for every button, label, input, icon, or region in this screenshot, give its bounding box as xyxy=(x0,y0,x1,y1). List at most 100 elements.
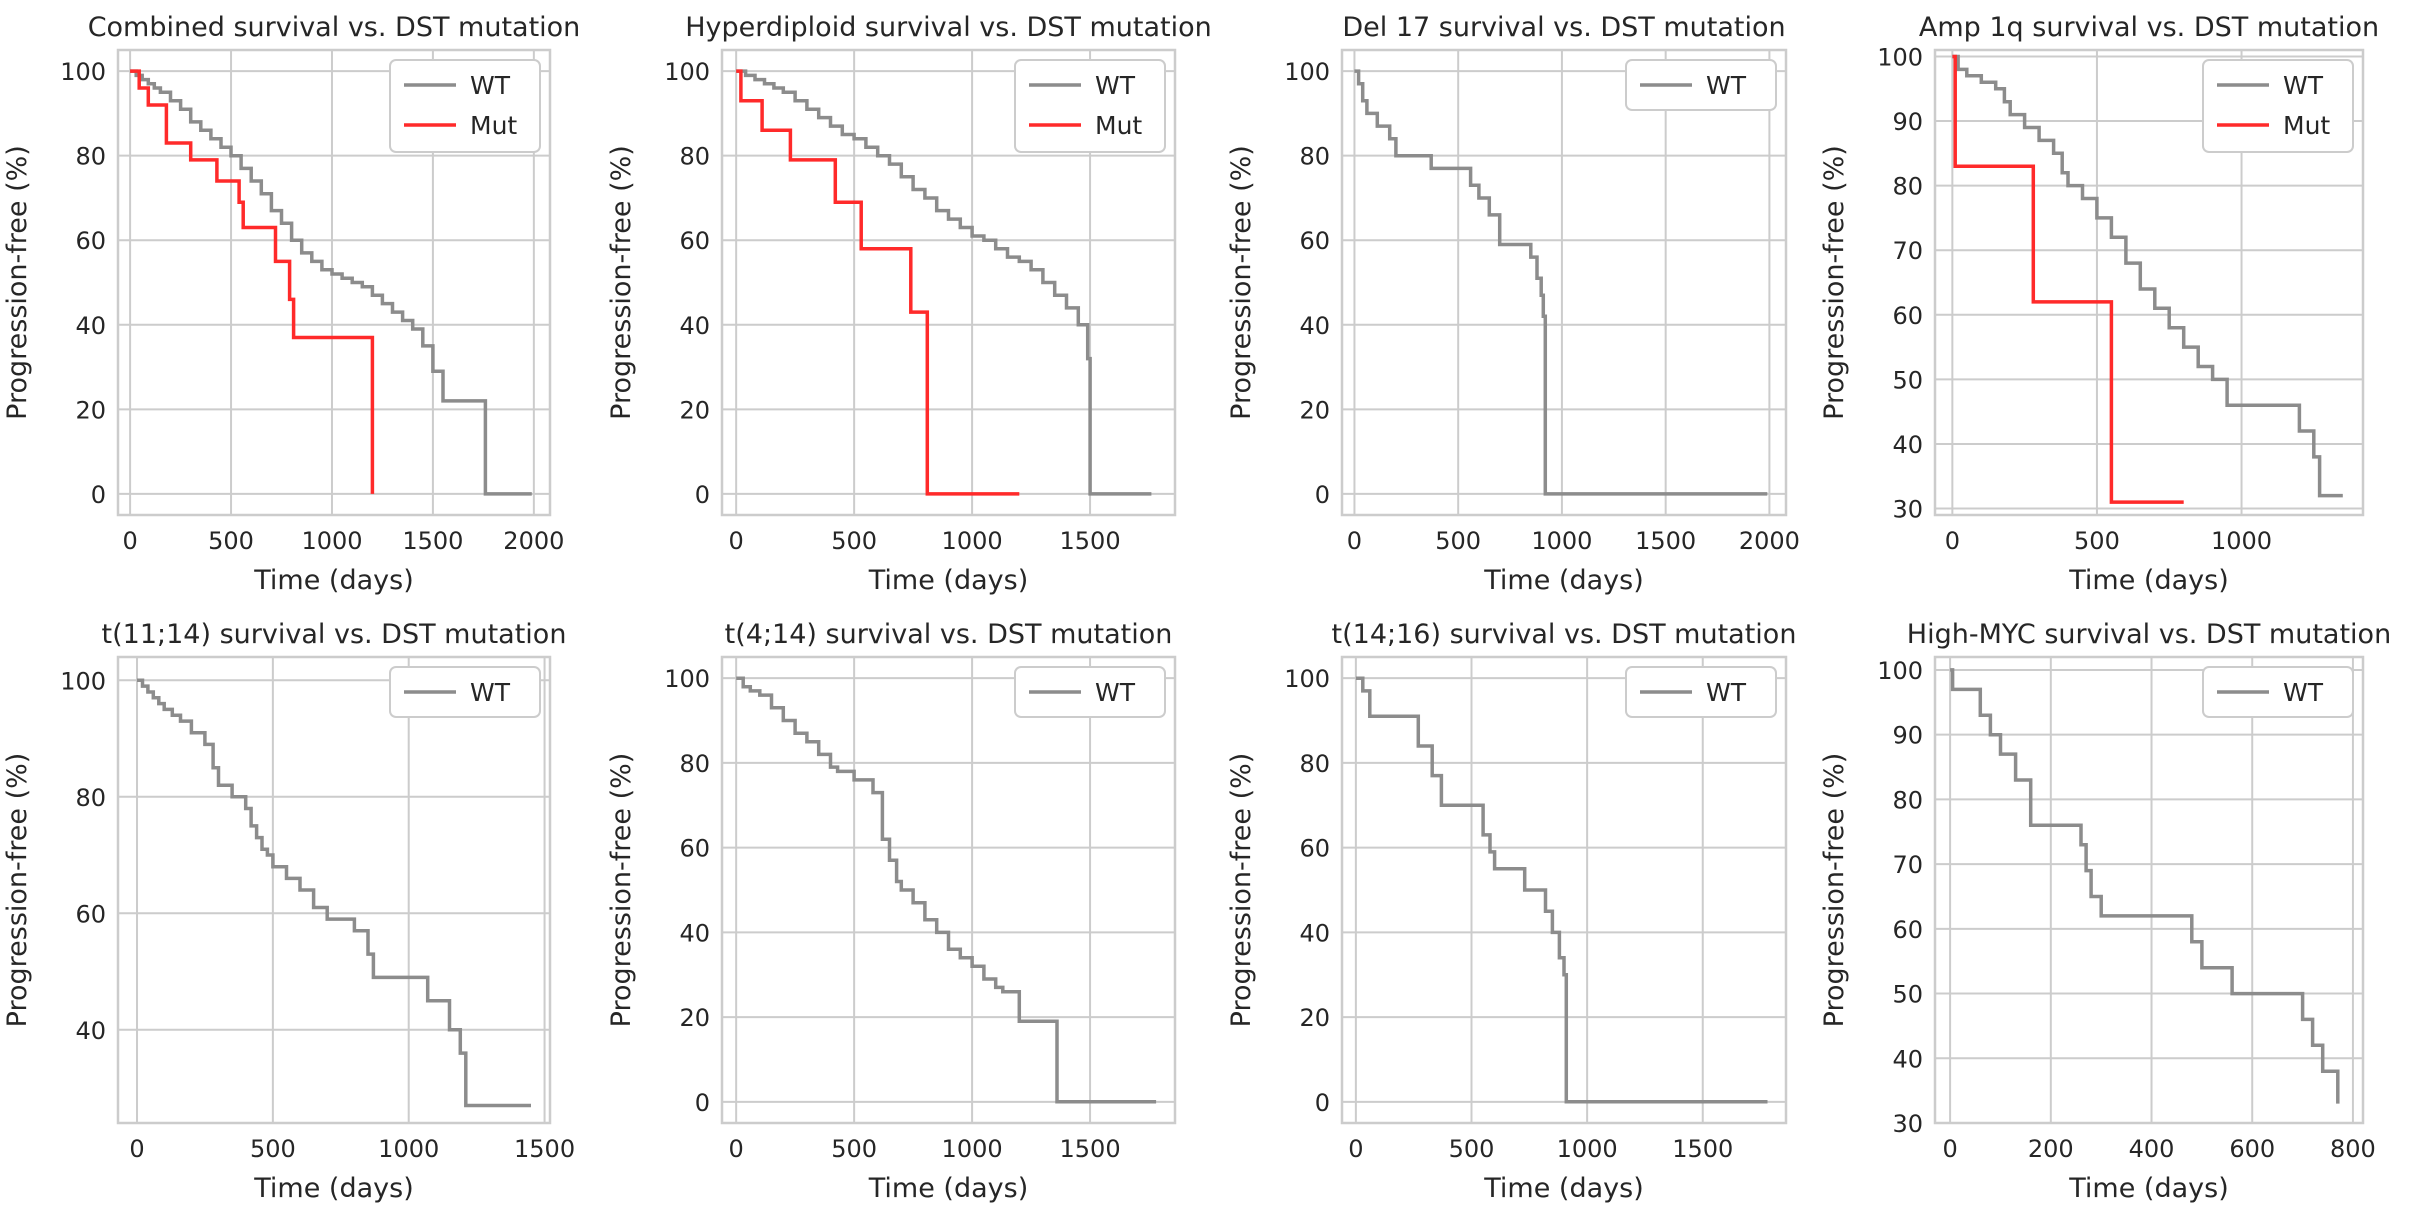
series-line-wt xyxy=(736,676,1157,1104)
plot-area xyxy=(1935,657,2363,1123)
y-tick-label: 60 xyxy=(1299,227,1330,255)
y-tick-label: 80 xyxy=(1299,750,1330,778)
y-tick-label: 0 xyxy=(91,481,106,509)
y-tick-label: 50 xyxy=(1892,366,1923,394)
chart-title: Combined survival vs. DST mutation xyxy=(88,12,581,43)
chart-title: t(11;14) survival vs. DST mutation xyxy=(102,619,567,650)
x-tick-label: 2000 xyxy=(1739,527,1800,555)
y-tick-label: 80 xyxy=(75,143,106,171)
x-tick-label: 500 xyxy=(250,1135,296,1163)
axes-frame xyxy=(116,48,552,517)
x-tick-label: 1000 xyxy=(2211,527,2272,555)
y-axis-label: Progression-free (%) xyxy=(2,145,33,420)
series-line-wt xyxy=(1355,676,1768,1104)
y-tick-label: 80 xyxy=(1892,786,1923,814)
legend: WT xyxy=(2202,666,2354,718)
series-line-wt xyxy=(1950,668,2340,1104)
y-tick-label: 70 xyxy=(1892,237,1923,265)
x-tick-label: 0 xyxy=(129,1135,144,1163)
legend-label-mut: Mut xyxy=(470,111,517,140)
y-tick-label: 0 xyxy=(1315,1089,1330,1117)
axes-frame xyxy=(720,655,1177,1125)
y-tick-label: 60 xyxy=(1892,302,1923,330)
y-tick-label: 100 xyxy=(60,667,106,695)
legend-box xyxy=(2202,666,2354,718)
x-tick-label: 0 xyxy=(1347,527,1362,555)
y-tick-label: 60 xyxy=(1299,835,1330,863)
y-tick-label: 60 xyxy=(75,900,106,928)
x-tick-label: 500 xyxy=(1449,1135,1495,1163)
x-tick-label: 0 xyxy=(1348,1135,1363,1163)
x-tick-label: 1000 xyxy=(1557,1135,1618,1163)
panel-1: 0 500 1000 1500 2000 0 20 40 60 80 100 Combined sur… xyxy=(2,12,580,596)
panel-6: 0 500 1000 1500 0 20 40 60 80 100 t(4;14) survival… xyxy=(606,619,1177,1204)
x-tick-label: 500 xyxy=(208,527,254,555)
y-tick-label: 80 xyxy=(75,784,106,812)
x-tick-label: 600 xyxy=(2229,1135,2275,1163)
legend-label-wt: WT xyxy=(2283,678,2324,707)
y-tick-label: 40 xyxy=(679,312,710,340)
legend-label-wt: WT xyxy=(1706,678,1747,707)
y-tick-label: 100 xyxy=(1877,657,1923,685)
legend-label-wt: WT xyxy=(470,71,511,100)
y-axis-label: Progression-free (%) xyxy=(1226,145,1257,420)
x-tick-label: 1000 xyxy=(942,527,1003,555)
y-tick-label: 80 xyxy=(1299,143,1330,171)
legend-label-wt: WT xyxy=(1095,678,1136,707)
y-tick-label: 20 xyxy=(1299,1004,1330,1032)
plot-area xyxy=(722,657,1175,1123)
chart-title: t(4;14) survival vs. DST mutation xyxy=(725,619,1173,650)
legend-box xyxy=(389,59,541,153)
chart-title: Del 17 survival vs. DST mutation xyxy=(1342,12,1785,43)
legend-box xyxy=(2202,59,2354,153)
series-line-wt xyxy=(1354,69,1768,496)
y-tick-label: 100 xyxy=(664,665,710,693)
axes-frame xyxy=(1933,48,2365,517)
y-axis-label: Progression-free (%) xyxy=(1819,753,1850,1028)
legend-box xyxy=(1014,59,1166,153)
x-tick-label: 0 xyxy=(729,527,744,555)
axes-frame xyxy=(720,48,1177,517)
x-tick-label: 200 xyxy=(2028,1135,2074,1163)
legend-box xyxy=(1625,666,1777,718)
y-tick-label: 40 xyxy=(1299,312,1330,340)
y-tick-label: 100 xyxy=(1284,58,1330,86)
x-tick-label: 500 xyxy=(1435,527,1481,555)
x-tick-label: 0 xyxy=(1945,527,1960,555)
y-tick-label: 90 xyxy=(1892,722,1923,750)
y-tick-label: 0 xyxy=(695,1089,710,1117)
panel-3: 0 500 1000 1500 2000 0 20 40 60 80 100 Del 17 survi… xyxy=(1226,12,1800,596)
x-tick-label: 1500 xyxy=(1060,1135,1121,1163)
axes-frame xyxy=(1933,655,2365,1125)
plot-area xyxy=(1342,657,1786,1123)
legend-label-wt: WT xyxy=(2283,71,2324,100)
y-axis-label: Progression-free (%) xyxy=(1819,145,1850,420)
series-line-wt xyxy=(137,678,531,1108)
x-tick-label: 1500 xyxy=(1635,527,1696,555)
series-line-mut xyxy=(736,69,1020,496)
y-tick-label: 60 xyxy=(1892,916,1923,944)
legend-box xyxy=(389,666,541,718)
legend: WT xyxy=(389,666,541,718)
legend: WT xyxy=(1625,59,1777,111)
legend-label-wt: WT xyxy=(1095,71,1136,100)
legend-box xyxy=(1625,59,1777,111)
chart-title: t(14;16) survival vs. DST mutation xyxy=(1332,619,1797,650)
y-tick-label: 100 xyxy=(1877,43,1923,71)
y-tick-label: 0 xyxy=(1315,481,1330,509)
x-tick-label: 1000 xyxy=(301,527,362,555)
x-tick-label: 400 xyxy=(2129,1135,2175,1163)
x-tick-label: 0 xyxy=(729,1135,744,1163)
x-tick-label: 800 xyxy=(2330,1135,2376,1163)
x-tick-label: 2000 xyxy=(503,527,564,555)
series-line-wt xyxy=(130,69,532,496)
x-axis-label: Time (days) xyxy=(868,1173,1028,1204)
legend: WT xyxy=(1625,666,1777,718)
axes-frame xyxy=(1340,48,1788,517)
legend-label-wt: WT xyxy=(1706,71,1747,100)
x-tick-label: 1000 xyxy=(942,1135,1003,1163)
panel-5: 0 500 1000 1500 40 60 80 100 t(11;14) survival v… xyxy=(2,619,575,1204)
x-tick-label: 1500 xyxy=(1672,1135,1733,1163)
